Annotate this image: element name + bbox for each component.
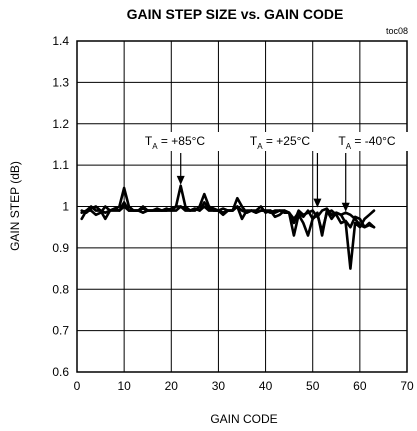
annotation-label: TA = +25°C bbox=[250, 134, 311, 151]
y-tick-label: 1.4 bbox=[52, 34, 69, 48]
annotation-background bbox=[234, 132, 326, 151]
y-tick-label: 0.7 bbox=[52, 324, 69, 338]
plot-frame bbox=[76, 40, 408, 373]
annotation-arrowhead bbox=[313, 198, 322, 208]
x-axis-label: GAIN CODE bbox=[210, 412, 277, 426]
grid bbox=[77, 41, 407, 372]
series-lines bbox=[80, 184, 376, 270]
y-tick-label: 1 bbox=[62, 200, 69, 214]
annotation-arrowhead bbox=[341, 202, 350, 212]
tick-labels: 0 10 20 30 40 50 60 70 0.6 0.7 0.8 0.9 1 1.1 1.2 1.3 1.4 bbox=[52, 34, 414, 393]
annotation-background bbox=[129, 132, 221, 151]
series-line-3 bbox=[80, 205, 376, 270]
x-tick-label: 0 bbox=[74, 379, 81, 393]
x-tick-label: 60 bbox=[353, 379, 367, 393]
x-tick-label: 10 bbox=[117, 379, 131, 393]
y-axis-label: GAIN STEP (dB) bbox=[8, 161, 22, 251]
x-tick-label: 70 bbox=[400, 379, 414, 393]
x-tick-label: 30 bbox=[212, 379, 226, 393]
x-tick-label: 20 bbox=[165, 379, 179, 393]
y-tick-label: 1.3 bbox=[52, 75, 69, 89]
y-tick-label: 1.2 bbox=[52, 117, 69, 131]
annotation-background bbox=[321, 132, 413, 151]
annotation-arrowhead bbox=[176, 175, 185, 185]
y-tick-label: 0.8 bbox=[52, 282, 69, 296]
x-tick-label: 50 bbox=[306, 379, 320, 393]
figure-tag: toc08 bbox=[386, 26, 408, 36]
annotation-label: TA = +85°C bbox=[145, 134, 206, 151]
x-tick-label: 40 bbox=[259, 379, 273, 393]
y-tick-label: 1.1 bbox=[52, 158, 69, 172]
y-tick-label: 0.6 bbox=[52, 365, 69, 379]
annotations: TA = +85°C TA = +25°C TA = -40°C bbox=[129, 132, 413, 212]
annotation-label: TA = -40°C bbox=[338, 134, 396, 151]
y-tick-label: 0.9 bbox=[52, 241, 69, 255]
chart-title: GAIN STEP SIZE vs. GAIN CODE bbox=[127, 6, 344, 22]
